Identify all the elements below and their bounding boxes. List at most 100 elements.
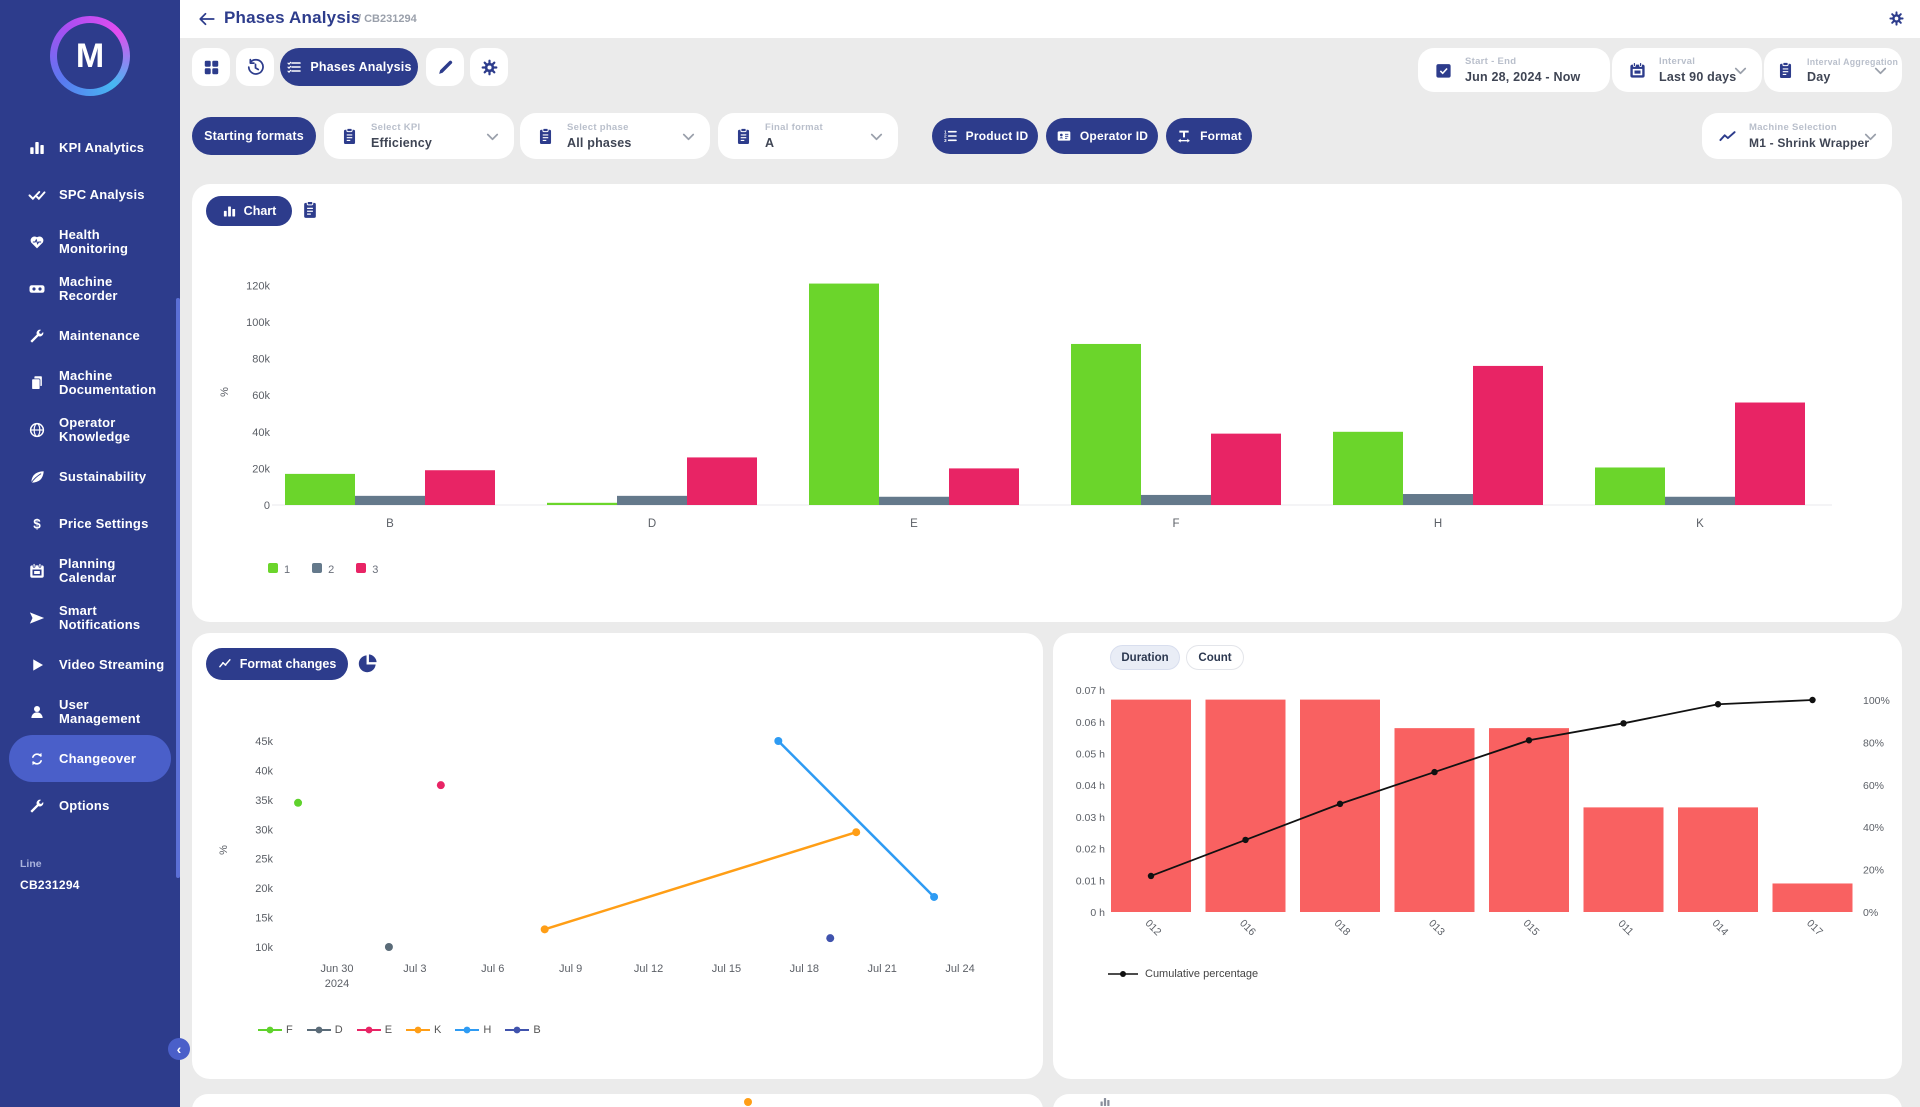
checklist-icon <box>286 59 302 75</box>
bar-chart-icon <box>222 204 237 219</box>
sidebar-collapse-button[interactable]: ‹ <box>168 1038 190 1060</box>
next-row-left-panel <box>192 1094 1043 1107</box>
legend-item-F[interactable]: F <box>258 1024 293 1036</box>
svg-text:40k: 40k <box>255 765 273 777</box>
operator-id-button[interactable]: Operator ID <box>1046 118 1158 154</box>
recorder-icon <box>28 280 46 298</box>
cycle-icon <box>28 750 46 768</box>
interval-aggregation-field[interactable]: Interval Aggregation Day <box>1764 48 1902 92</box>
legend-item-B[interactable]: B <box>505 1024 541 1036</box>
sidebar-item-kpi-analytics[interactable]: KPI Analytics <box>6 124 174 171</box>
svg-text:018: 018 <box>1332 917 1353 938</box>
legend-item-series-3[interactable]: 3 <box>356 560 378 578</box>
svg-text:012: 012 <box>1143 917 1164 938</box>
chevron-down-icon <box>483 127 502 146</box>
sidebar-item-health-monitoring[interactable]: Health Monitoring <box>6 218 174 265</box>
svg-text:0.06 h: 0.06 h <box>1076 717 1105 729</box>
machine-selection-label: Machine Selection <box>1749 122 1837 133</box>
phases-bar-chart: 0 20k 40k 60k 80k 100k 120k% B D E F H K <box>219 280 1832 530</box>
sidebar-item-planning-calendar[interactable]: Planning Calendar <box>6 547 174 594</box>
sidebar: M KPI Analytics SPC Analysis Health Monito… <box>0 0 180 1107</box>
svg-text:2: 2 <box>944 134 947 139</box>
interval-field[interactable]: Interval Last 90 days <box>1612 48 1762 92</box>
chevron-down-icon <box>679 127 698 146</box>
dollar-icon: $ <box>28 515 46 533</box>
edit-button[interactable] <box>426 48 464 86</box>
sidebar-scrollbar[interactable] <box>176 298 180 878</box>
svg-text:B: B <box>386 518 394 530</box>
chart-tab-button[interactable]: Chart <box>206 196 292 226</box>
sidebar-item-machine-recorder[interactable]: Machine Recorder <box>6 265 174 312</box>
grid-icon <box>202 58 221 77</box>
machine-selection-dropdown[interactable]: Machine Selection M1 - Shrink Wrapper <box>1702 113 1892 159</box>
sidebar-item-label: Health Monitoring <box>59 226 129 256</box>
sidebar-item-label: Sustainability <box>59 468 147 484</box>
svg-text:20%: 20% <box>1863 865 1884 877</box>
svg-text:80k: 80k <box>252 354 270 366</box>
sidebar-item-operator-knowledge[interactable]: Operator Knowledge <box>6 406 174 453</box>
sidebar-item-spc-analysis[interactable]: SPC Analysis <box>6 171 174 218</box>
grid-view-button[interactable] <box>192 48 230 86</box>
sidebar-item-changeover[interactable]: Changeover <box>9 735 171 782</box>
svg-text:30k: 30k <box>255 824 273 836</box>
select-kpi-label: Select KPI <box>371 122 421 133</box>
legend-item-series-2[interactable]: 2 <box>312 560 334 578</box>
svg-text:0.03 h: 0.03 h <box>1076 812 1105 824</box>
start-end-label: Start - End <box>1465 56 1517 67</box>
sidebar-item-label: User Management <box>59 696 141 726</box>
sidebar-item-user-management[interactable]: User Management <box>6 688 174 735</box>
sidebar-item-options[interactable]: Options <box>6 782 174 829</box>
cumulative-legend: Cumulative percentage <box>1108 968 1258 980</box>
format-button[interactable]: Format <box>1166 118 1252 154</box>
copy-clipboard-icon[interactable] <box>300 200 320 220</box>
select-phase-dropdown[interactable]: Select phase All phases <box>520 113 710 159</box>
svg-text:$: $ <box>33 516 41 531</box>
sidebar-item-price-settings[interactable]: $ Price Settings <box>6 500 174 547</box>
history-button[interactable] <box>236 48 274 86</box>
count-label: Count <box>1198 651 1232 664</box>
select-kpi-value: Efficiency <box>371 136 433 150</box>
svg-text:Jul 15: Jul 15 <box>712 963 741 975</box>
sidebar-item-label: Price Settings <box>59 515 149 531</box>
settings-gear-icon[interactable] <box>1888 10 1905 27</box>
product-id-label: Product ID <box>965 129 1029 143</box>
legend-item-D[interactable]: D <box>306 1024 343 1036</box>
sidebar-item-video-streaming[interactable]: Video Streaming <box>6 641 174 688</box>
duration-toggle-button[interactable]: Duration <box>1110 645 1180 670</box>
final-format-dropdown[interactable]: Final format A <box>718 113 898 159</box>
calendar-icon <box>28 562 46 580</box>
svg-text:%: % <box>218 845 230 855</box>
svg-text:20k: 20k <box>252 463 270 475</box>
sidebar-item-sustainability[interactable]: Sustainability <box>6 453 174 500</box>
select-phase-label: Select phase <box>567 122 629 133</box>
duration-label: Duration <box>1121 651 1169 664</box>
back-arrow-icon[interactable] <box>198 10 216 28</box>
chart-settings-button[interactable] <box>470 48 508 86</box>
count-toggle-button[interactable]: Count <box>1186 645 1244 670</box>
phases-analysis-view-button[interactable]: Phases Analysis <box>280 48 418 86</box>
sidebar-item-maintenance[interactable]: Maintenance <box>6 312 174 359</box>
format-changes-tab-button[interactable]: Format changes <box>206 648 348 680</box>
send-icon <box>28 609 46 627</box>
svg-text:35k: 35k <box>255 795 273 807</box>
user-icon <box>28 703 46 721</box>
svg-text:016: 016 <box>1237 917 1258 938</box>
legend-item-H[interactable]: H <box>455 1024 491 1036</box>
legend-item-K[interactable]: K <box>406 1024 441 1036</box>
svg-text:K: K <box>1696 518 1704 530</box>
svg-text:40k: 40k <box>252 427 270 439</box>
pie-chart-icon[interactable] <box>356 652 379 675</box>
starting-formats-button[interactable]: Starting formats <box>192 117 316 155</box>
legend-item-series-1[interactable]: 1 <box>268 560 290 578</box>
start-end-field[interactable]: Start - End Jun 28, 2024 - Now <box>1418 48 1610 92</box>
svg-text:40%: 40% <box>1863 822 1884 834</box>
sidebar-item-machine-documentation[interactable]: Machine Documentation <box>6 359 174 406</box>
sidebar-item-smart-notifications[interactable]: Smart Notifications <box>6 594 174 641</box>
interval-aggregation-value: Day <box>1807 69 1831 84</box>
select-kpi-dropdown[interactable]: Select KPI Efficiency <box>324 113 514 159</box>
svg-text:100%: 100% <box>1863 695 1890 707</box>
legend-item-E[interactable]: E <box>356 1024 392 1036</box>
sidebar-item-label: KPI Analytics <box>59 139 145 155</box>
